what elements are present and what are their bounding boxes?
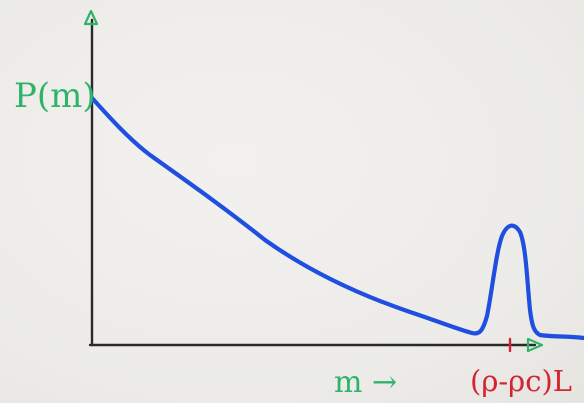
x-tick-label: (ρ-ρc)L <box>470 364 572 398</box>
x-axis-arrow <box>526 337 544 353</box>
y-axis-arrow <box>83 9 99 26</box>
series-curve <box>89 95 584 341</box>
x-axis-label: m → <box>334 365 397 400</box>
y-axis-label: P(m) <box>14 76 96 116</box>
